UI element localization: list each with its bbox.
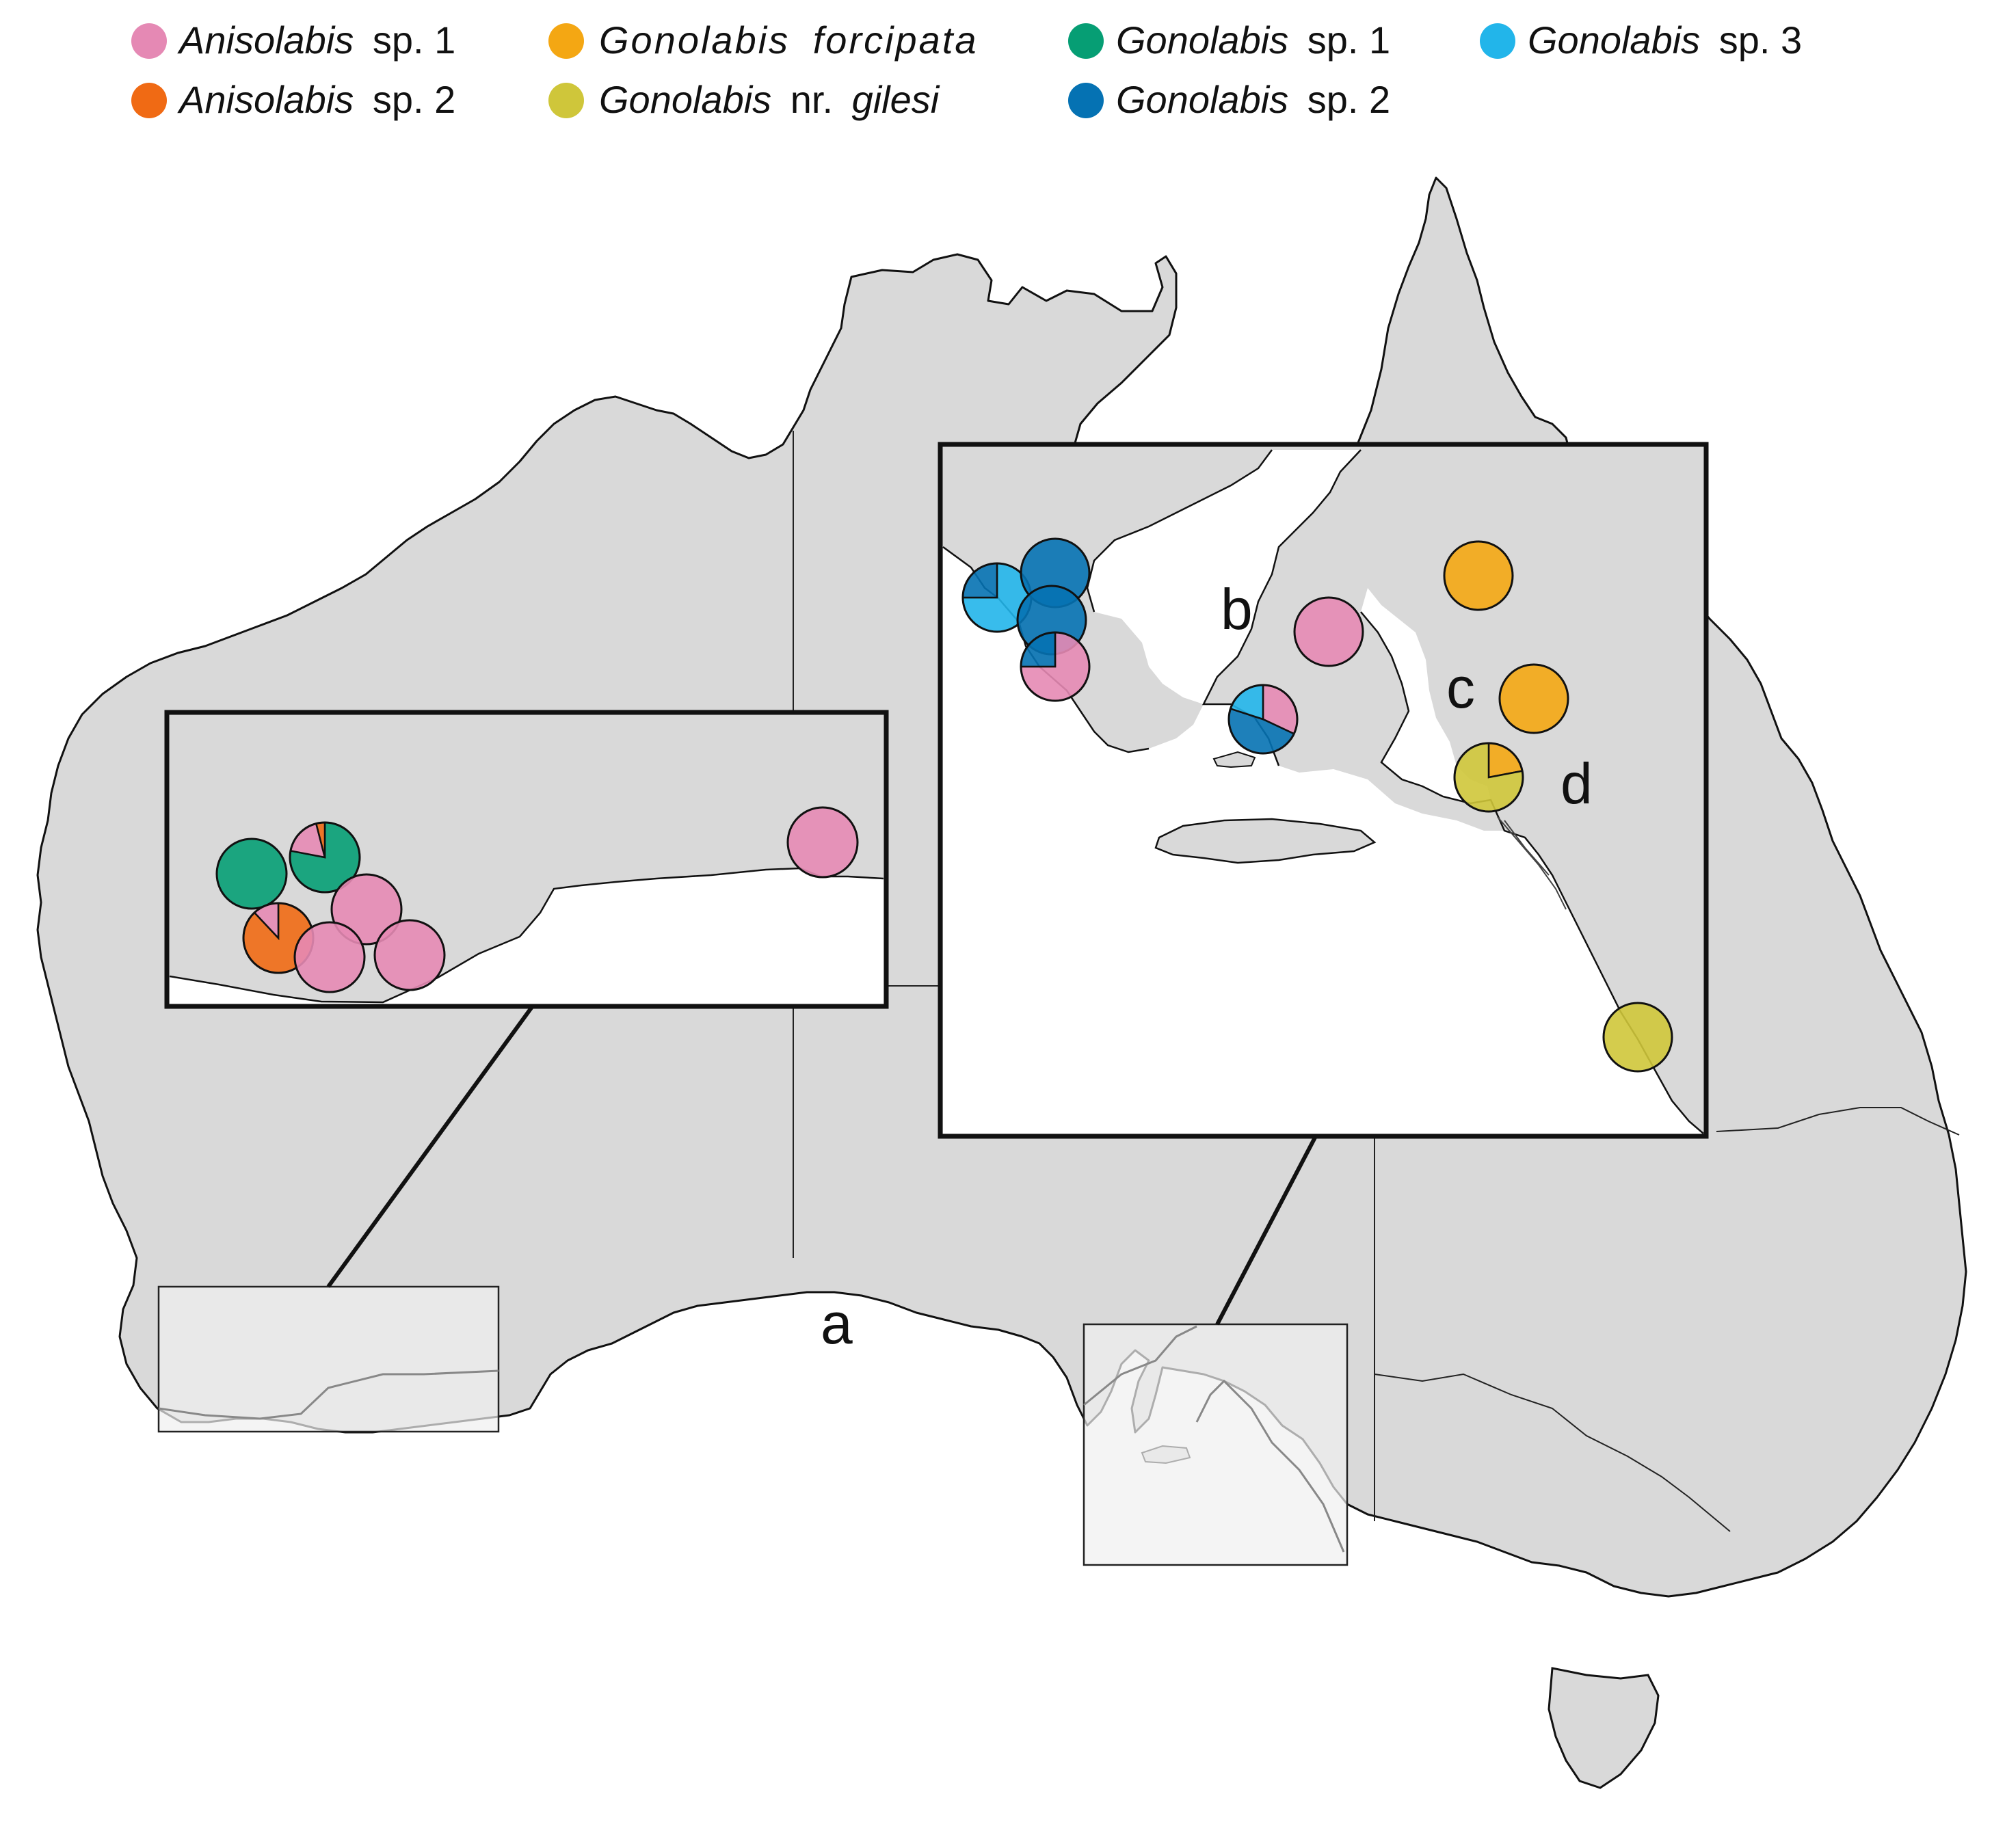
region-label-b: b — [1221, 577, 1253, 641]
site-pie-e7 — [1443, 540, 1514, 611]
locator-coast-west — [158, 1369, 499, 1420]
region-label-a: a — [821, 1291, 853, 1356]
region-label-d: d — [1561, 751, 1593, 816]
legend-item-anisolabis-sp1: Anisolabis sp. 1 — [131, 18, 455, 62]
legend-suffix: sp. 3 — [1719, 18, 1802, 62]
site-pie-e5 — [1293, 596, 1364, 667]
site-pie-e8 — [1498, 663, 1569, 734]
legend-dot-icon — [548, 83, 584, 118]
site-pie-e10 — [1602, 1002, 1673, 1073]
inset-east-pies — [961, 537, 1673, 1073]
pie-slice — [215, 838, 288, 910]
legend-dot-icon — [1068, 23, 1104, 59]
inset-east: b c d — [938, 442, 1709, 1139]
pie-outline — [1227, 684, 1299, 755]
locator-coast-east — [1083, 1325, 1345, 1553]
legend-item-gonolabis-sp2: Gonolabis sp. 2 — [1068, 78, 1390, 121]
pie-slice — [330, 873, 403, 946]
inset-west-sea — [170, 868, 884, 1004]
legend-genus: Gonolabis — [1528, 18, 1700, 62]
site-pie-e6 — [1227, 684, 1299, 755]
legend-genus: Gonolabis — [1116, 18, 1288, 62]
legend-dot-icon — [1068, 83, 1104, 118]
inset-west-pies — [215, 806, 859, 993]
legend-genus: Gonolabis — [599, 18, 790, 62]
svg-text:Gonolabis sp. 2: Gonolabis sp. 2 — [1116, 78, 1390, 121]
legend-dot-icon — [131, 23, 167, 59]
legend-dot-icon — [548, 23, 584, 59]
legend-item-gonolabis-sp1: Gonolabis sp. 1 — [1068, 18, 1390, 62]
legend-suffix: nr. — [791, 78, 833, 121]
svg-text:Anisolabis sp. 2: Anisolabis sp. 2 — [177, 78, 455, 121]
region-label-c: c — [1446, 656, 1475, 720]
pie-slice — [1498, 663, 1569, 734]
pie-outline — [1020, 631, 1091, 702]
inset-west — [164, 710, 889, 1009]
legend-dot-icon — [131, 83, 167, 118]
legend-genus: Anisolabis — [177, 78, 354, 121]
site-pie-e4 — [1020, 631, 1091, 702]
site-pie-w4 — [330, 873, 403, 946]
pie-outline — [289, 821, 361, 894]
pie-slice — [1443, 540, 1514, 611]
inset-east-gulf — [1087, 450, 1361, 704]
pie-slice — [373, 919, 446, 991]
border-qld-nsw — [1716, 1107, 1960, 1136]
legend-item-anisolabis-sp2: Anisolabis sp. 2 — [131, 78, 455, 121]
legend-item-gonolabis-forcipata: Gonolabis forcipata — [548, 18, 979, 62]
legend: Anisolabis sp. 1 Gonolabis forcipata Gon… — [131, 18, 1802, 121]
pie-slice — [1602, 1002, 1673, 1073]
site-pie-e9 — [1453, 742, 1524, 813]
legend-genus: Gonolabis — [599, 78, 771, 121]
tasmania — [1548, 1667, 1660, 1789]
legend-suffix: sp. 2 — [1307, 78, 1390, 121]
legend-dot-icon — [1480, 23, 1515, 59]
svg-text:Gonolabis nr.: Gonolabis nr. gilesi — [599, 78, 940, 121]
legend-suffix-italic: gilesi — [852, 78, 940, 121]
inset-east-gulf-2 — [1361, 588, 1491, 803]
pie-outline — [1453, 742, 1524, 813]
site-pie-w5 — [293, 921, 366, 993]
svg-text:Gonolabis forcipata: Gonolabis forcipata — [599, 18, 979, 62]
svg-text:Gonolabis sp. 1: Gonolabis sp. 1 — [1116, 18, 1390, 62]
connector-east — [1215, 1134, 1318, 1326]
pie-slice — [1293, 596, 1364, 667]
pie-slice — [786, 806, 859, 879]
legend-suffix: sp. 2 — [373, 78, 455, 121]
svg-text:Anisolabis sp. 1: Anisolabis sp. 1 — [177, 18, 455, 62]
legend-suffix: sp. 1 — [1307, 18, 1390, 62]
legend-genus: Gonolabis — [1116, 78, 1288, 121]
legend-suffix: forcipata — [813, 18, 979, 62]
pie-slice — [293, 921, 366, 993]
site-pie-w1 — [215, 838, 288, 910]
inset-east-kangaroo-island — [1154, 818, 1377, 864]
legend-item-gonolabis-sp3: Gonolabis sp. 3 — [1480, 18, 1802, 62]
svg-text:Gonolabis sp. 3: Gonolabis sp. 3 — [1528, 18, 1802, 62]
site-pie-w6 — [373, 919, 446, 991]
inset-east-lakes — [1497, 816, 1567, 910]
legend-genus: Anisolabis — [177, 18, 354, 62]
connector-west — [326, 1004, 535, 1288]
border-nsw-vic — [1374, 1373, 1731, 1532]
legend-suffix: sp. 1 — [373, 18, 455, 62]
site-pie-w7 — [786, 806, 859, 879]
inset-east-islet — [1212, 751, 1256, 768]
locator-box-east — [1083, 1323, 1349, 1566]
legend-item-gonolabis-nr-gilesi: Gonolabis nr. gilesi — [548, 78, 940, 121]
locator-box-west — [157, 1285, 500, 1433]
